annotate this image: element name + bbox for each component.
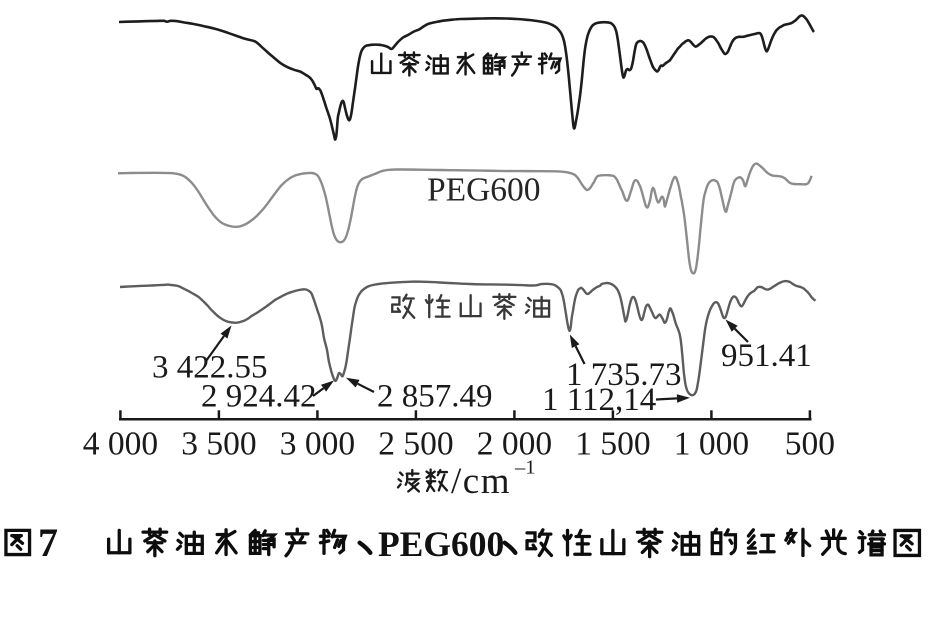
svg-text:PEG600: PEG600 (378, 524, 504, 564)
svg-text:4 000: 4 000 (83, 426, 158, 463)
svg-text:3 500: 3 500 (181, 426, 256, 463)
svg-text:–1: –1 (514, 457, 536, 479)
svg-text:3 000: 3 000 (280, 426, 355, 463)
svg-text:7: 7 (38, 520, 58, 565)
svg-text:1 735.73: 1 735.73 (566, 357, 682, 393)
svg-text:1 112,14: 1 112,14 (542, 382, 656, 418)
svg-text:2 924.42: 2 924.42 (201, 379, 317, 415)
svg-text:1 000: 1 000 (674, 426, 749, 463)
svg-text:951.41: 951.41 (721, 338, 812, 374)
svg-text:2 000: 2 000 (477, 426, 552, 463)
svg-text:2 500: 2 500 (378, 426, 453, 463)
svg-text:2 857.49: 2 857.49 (377, 379, 493, 415)
svg-text:PEG600: PEG600 (427, 172, 541, 209)
svg-text:500: 500 (785, 426, 835, 463)
svg-text:1 500: 1 500 (575, 426, 650, 463)
svg-text:/cm: /cm (451, 461, 511, 502)
